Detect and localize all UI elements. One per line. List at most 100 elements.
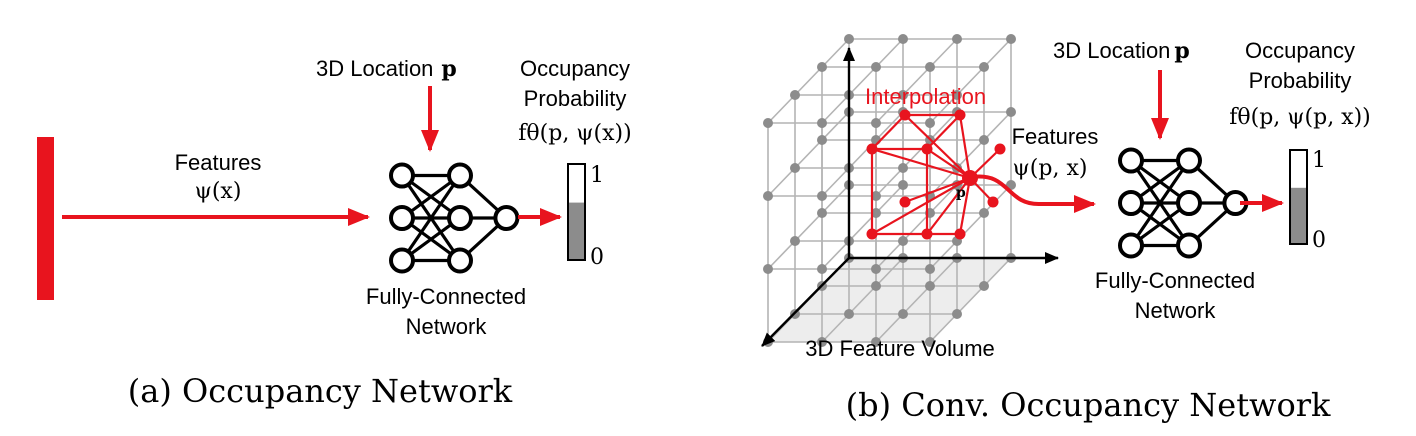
- caption-b: (b) Conv. Occupancy Network: [846, 386, 1331, 424]
- output-label-line2-b: Probability: [1249, 68, 1352, 93]
- neighbor-point: [921, 228, 933, 240]
- grid-point: [925, 281, 935, 291]
- grid-point: [925, 62, 935, 72]
- grid-point: [979, 62, 989, 72]
- grid-point: [763, 191, 773, 201]
- grid-line: [821, 111, 904, 197]
- grid-point: [790, 236, 800, 246]
- network-label-line2-b: Network: [1135, 298, 1217, 323]
- grid-line: [929, 38, 1012, 124]
- grid-line: [875, 111, 958, 197]
- grid-line: [767, 111, 850, 197]
- scale-bottom: 0: [590, 245, 604, 270]
- network-b-node: [1176, 190, 1202, 216]
- network-b-node: [1118, 147, 1144, 174]
- network-icon-b: [1118, 147, 1249, 259]
- interpolation-ray: [904, 114, 971, 179]
- neighbor-point: [899, 196, 911, 208]
- neighbor-point: [994, 143, 1006, 155]
- interpolation-ray: [926, 148, 971, 179]
- panel-b: Interpolation p Features ψ(p, x) 3D Loca…: [761, 34, 1371, 424]
- grid-point: [979, 208, 989, 218]
- interpolation-neighbors: [866, 109, 1006, 240]
- scale-bottom-b: 0: [1312, 228, 1326, 253]
- grid-point: [871, 62, 881, 72]
- grid-point: [1006, 107, 1016, 117]
- grid-point: [871, 208, 881, 218]
- grid-point: [898, 163, 908, 173]
- grid-point: [898, 236, 908, 246]
- network-label-line2: Network: [406, 314, 488, 339]
- grid-point: [790, 90, 800, 100]
- grid-point: [871, 337, 881, 347]
- grid-point: [1006, 34, 1016, 44]
- interpolation-ray: [871, 147, 971, 180]
- panel-a: Features ψ(x) 3D Location p Occupancy Pro…: [37, 56, 632, 410]
- grid-line: [929, 111, 1012, 197]
- grid-line: [875, 184, 958, 270]
- grid-point: [925, 337, 935, 347]
- network-a-node: [447, 205, 473, 231]
- network-b-node: [1118, 190, 1144, 216]
- network-a-node: [389, 162, 415, 189]
- location-label-b: 3D Location p: [1053, 38, 1190, 64]
- grid-point: [952, 34, 962, 44]
- network-a-node: [447, 162, 473, 189]
- probability-bar-fill: [569, 202, 584, 259]
- feature-volume-grid: [763, 34, 1016, 347]
- network-label-line1-b: Fully-Connected: [1095, 268, 1255, 293]
- grid-line: [929, 184, 1012, 270]
- interpolation-label: Interpolation: [865, 84, 986, 109]
- grid-point: [817, 191, 827, 201]
- grid-point: [871, 191, 881, 201]
- network-label-line1: Fully-Connected: [366, 284, 526, 309]
- neighbor-edge: [871, 114, 906, 150]
- grid-point: [898, 309, 908, 319]
- feature-bar: [37, 137, 54, 300]
- neighbor-point: [987, 196, 999, 208]
- probability-bar: [567, 163, 586, 261]
- grid-point: [763, 118, 773, 128]
- network-a-connection: [400, 174, 462, 262]
- grid-line: [821, 38, 904, 124]
- volume-label: 3D Feature Volume: [805, 336, 995, 361]
- network-b-node: [1176, 147, 1202, 174]
- grid-point: [979, 281, 989, 291]
- grid-face: [768, 258, 1011, 342]
- grid-line: [929, 257, 1012, 343]
- output-label-line1: Occupancy: [520, 56, 630, 81]
- grid-point: [871, 118, 881, 128]
- grid-point: [763, 264, 773, 274]
- grid-point: [790, 163, 800, 173]
- grid-point: [844, 309, 854, 319]
- network-b-node: [1176, 232, 1202, 259]
- grid-line: [875, 38, 958, 124]
- grid-line: [767, 38, 850, 124]
- output-label-line2: Probability: [524, 86, 627, 111]
- interpolation-ray: [904, 176, 971, 204]
- grid-point: [817, 264, 827, 274]
- features-label: Features: [175, 150, 262, 175]
- grid-point: [817, 337, 827, 347]
- features-arrow-b: [971, 174, 1096, 213]
- grid-point: [952, 90, 962, 100]
- grid-point: [817, 135, 827, 145]
- grid-line: [875, 257, 958, 343]
- grid-point: [925, 264, 935, 274]
- network-a-node: [389, 205, 415, 231]
- grid-point: [898, 180, 908, 190]
- grid-point: [898, 90, 908, 100]
- network-icon: [389, 162, 520, 274]
- features-formula: ψ(x): [195, 179, 242, 204]
- caption-a: (a) Occupancy Network: [128, 372, 513, 410]
- interpolation-ray: [871, 177, 971, 235]
- scale-top: 1: [590, 163, 604, 188]
- output-label-line1-b: Occupancy: [1245, 38, 1355, 63]
- location-label: 3D Location p: [316, 56, 457, 82]
- interpolation-ray: [958, 114, 972, 179]
- grid-point: [979, 135, 989, 145]
- grid-point: [898, 34, 908, 44]
- neighbor-point: [866, 143, 878, 155]
- grid-point: [871, 264, 881, 274]
